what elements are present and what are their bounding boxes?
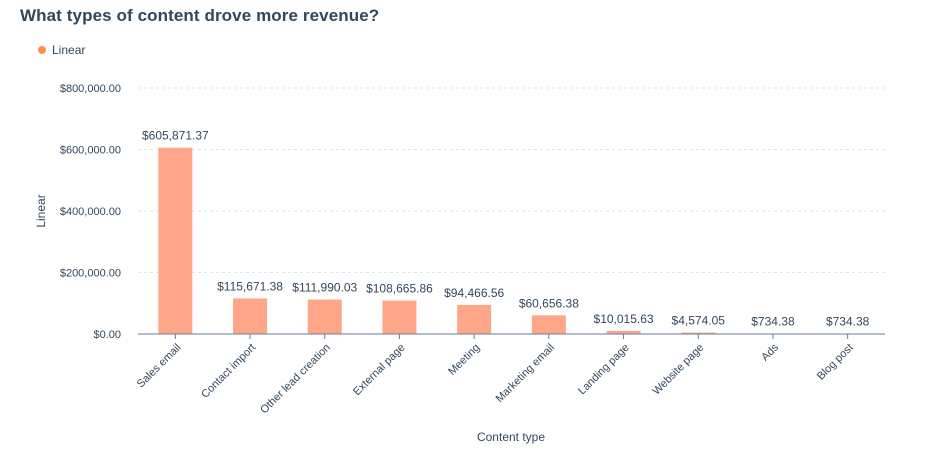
x-tick-label: Website page <box>650 342 706 398</box>
bar[interactable] <box>606 330 641 334</box>
data-label: $108,665.86 <box>366 282 433 296</box>
data-label: $10,015.63 <box>594 312 654 326</box>
y-tick-label: $0.00 <box>93 329 121 341</box>
bar[interactable] <box>307 299 342 334</box>
data-label: $60,656.38 <box>519 296 579 310</box>
data-label: $115,671.38 <box>217 279 283 293</box>
y-axis-ticks: $0.00 $200,000.00 $400,000.00 $600,000.00 $8… <box>60 83 121 341</box>
grid-lines <box>138 87 885 273</box>
bar[interactable] <box>158 147 193 334</box>
data-label: $111,990.03 <box>292 281 357 295</box>
x-tick-label: Ads <box>759 341 781 363</box>
x-tick-label: Marketing email <box>494 342 557 405</box>
data-label: $734.38 <box>826 315 870 329</box>
x-axis-ticks: Sales email Contact import Other lead crea… <box>135 334 856 416</box>
bar[interactable] <box>681 332 716 334</box>
x-tick-label: Contact import <box>199 342 258 401</box>
data-label: $734.38 <box>751 315 795 329</box>
y-axis-title: Linear <box>34 194 48 227</box>
x-tick-label: Blog post <box>815 342 856 383</box>
bar[interactable] <box>531 315 566 334</box>
data-labels: $605,871.37 $115,671.38 $111,990.03 $108,66… <box>142 129 870 329</box>
bar[interactable] <box>233 298 268 334</box>
y-tick-label: $800,000.00 <box>60 83 121 95</box>
x-tick-label: Sales email <box>135 342 184 391</box>
y-tick-label: $600,000.00 <box>60 145 121 157</box>
bar[interactable] <box>382 300 417 334</box>
legend-label: Linear <box>52 43 86 57</box>
x-tick-label: Meeting <box>446 342 482 378</box>
chart-title: What types of content drove more revenue… <box>20 6 380 25</box>
bar[interactable] <box>457 304 492 334</box>
x-axis-title: Content type <box>477 430 545 444</box>
data-label: $605,871.37 <box>142 129 209 143</box>
data-label: $94,466.56 <box>444 286 504 300</box>
x-tick-label: Other lead creation <box>258 342 333 417</box>
legend-dot-icon <box>38 46 46 54</box>
x-tick-label: External page <box>351 342 407 398</box>
y-tick-label: $400,000.00 <box>60 206 121 218</box>
x-tick-label: Landing page <box>576 342 632 398</box>
data-label: $4,574.05 <box>672 314 726 328</box>
y-tick-label: $200,000.00 <box>60 268 121 280</box>
bars <box>158 147 865 334</box>
legend[interactable]: Linear <box>38 43 85 57</box>
